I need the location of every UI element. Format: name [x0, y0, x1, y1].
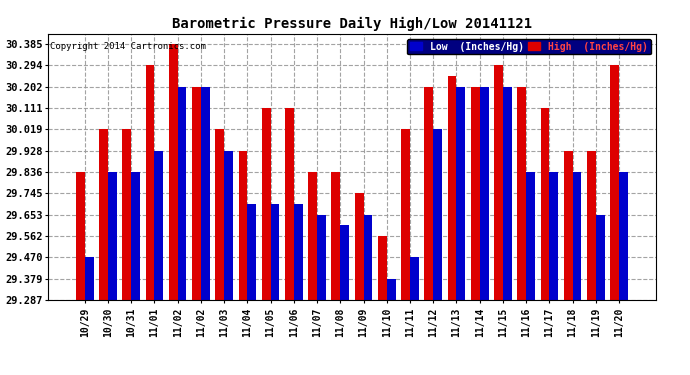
Bar — [573, 172, 582, 300]
Bar — [540, 108, 549, 300]
Bar — [518, 87, 526, 300]
Bar — [262, 108, 270, 300]
Bar — [285, 108, 294, 300]
Bar — [239, 151, 247, 300]
Bar — [448, 76, 457, 300]
Bar — [387, 279, 395, 300]
Bar — [270, 204, 279, 300]
Bar — [76, 172, 85, 300]
Bar — [424, 87, 433, 300]
Bar — [294, 204, 303, 300]
Bar — [340, 225, 349, 300]
Bar — [155, 151, 164, 300]
Bar — [169, 44, 177, 300]
Bar — [587, 151, 596, 300]
Bar — [480, 87, 489, 300]
Bar — [131, 172, 140, 300]
Bar — [224, 151, 233, 300]
Bar — [433, 129, 442, 300]
Bar — [85, 257, 94, 300]
Bar — [192, 87, 201, 300]
Bar — [610, 65, 619, 300]
Bar — [247, 204, 256, 300]
Bar — [378, 236, 387, 300]
Bar — [331, 172, 340, 300]
Legend: Low  (Inches/Hg), High  (Inches/Hg): Low (Inches/Hg), High (Inches/Hg) — [407, 39, 651, 54]
Bar — [471, 87, 480, 300]
Bar — [503, 87, 512, 300]
Bar — [564, 151, 573, 300]
Bar — [99, 129, 108, 300]
Bar — [177, 87, 186, 300]
Bar — [308, 172, 317, 300]
Bar — [122, 129, 131, 300]
Bar — [401, 129, 410, 300]
Title: Barometric Pressure Daily High/Low 20141121: Barometric Pressure Daily High/Low 20141… — [172, 17, 532, 31]
Bar — [146, 65, 155, 300]
Bar — [596, 215, 604, 300]
Bar — [215, 129, 224, 300]
Bar — [201, 87, 210, 300]
Bar — [108, 172, 117, 300]
Bar — [619, 172, 628, 300]
Bar — [494, 65, 503, 300]
Bar — [410, 257, 419, 300]
Bar — [355, 194, 364, 300]
Bar — [364, 215, 373, 300]
Bar — [457, 87, 465, 300]
Bar — [317, 215, 326, 300]
Bar — [549, 172, 558, 300]
Bar — [526, 172, 535, 300]
Text: Copyright 2014 Cartronics.com: Copyright 2014 Cartronics.com — [50, 42, 206, 51]
